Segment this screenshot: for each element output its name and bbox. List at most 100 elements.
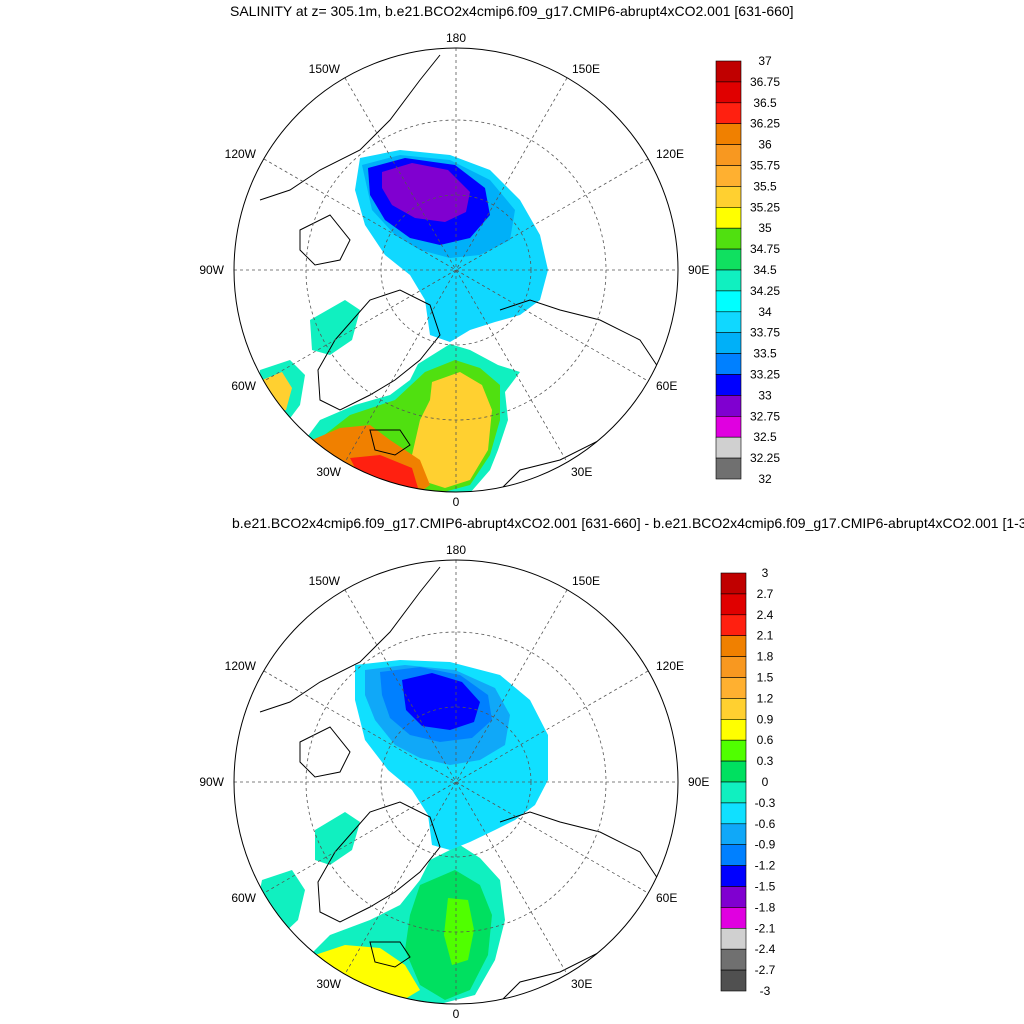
top-field-baffin bbox=[310, 300, 360, 355]
top-lon-label-0: 0 bbox=[453, 495, 460, 509]
top-coast-america bbox=[259, 54, 441, 201]
colorbar-level-label: 33.75 bbox=[750, 326, 780, 340]
colorbar-swatch bbox=[715, 415, 742, 438]
bottom-coast-archipelago bbox=[299, 726, 351, 778]
colorbar-level-label: 2.7 bbox=[757, 587, 774, 601]
bottom-lon-label-30w: 30W bbox=[316, 977, 341, 991]
bottom-colorbar: 3 2.7 2.4 2.1 1.8 1.5 1.2 0.9 0.6 0.3 0 -0.3 -0.6 -0.… bbox=[720, 566, 776, 998]
top-field-arctic-purple bbox=[382, 163, 470, 222]
colorbar-swatch bbox=[715, 248, 742, 271]
colorbar-swatch bbox=[715, 332, 742, 354]
bottom-lon-label-0: 0 bbox=[453, 1007, 460, 1021]
bottom-lon-label-60w: 60W bbox=[231, 891, 256, 905]
top-lon-label-180: 180 bbox=[446, 31, 466, 45]
bottom-polar-map bbox=[233, 559, 679, 1005]
colorbar-swatch bbox=[715, 144, 742, 166]
colorbar-level-label: -1.2 bbox=[755, 859, 776, 873]
bottom-lon-label-30e: 30E bbox=[571, 977, 592, 991]
colorbar-level-label: 36.25 bbox=[750, 117, 780, 131]
colorbar-swatch bbox=[715, 123, 742, 145]
colorbar-swatch bbox=[720, 844, 747, 866]
colorbar-swatch bbox=[715, 269, 742, 292]
colorbar-level-label: 36.5 bbox=[753, 96, 777, 110]
colorbar-level-label: 1.5 bbox=[757, 671, 774, 685]
top-lon-label-120w: 120W bbox=[225, 147, 257, 161]
colorbar-swatch bbox=[715, 186, 742, 208]
colorbar-level-label: 2.1 bbox=[757, 629, 774, 643]
bottom-map-title: b.e21.BCO2x4cmip6.f09_g17.CMIP6-abrupt4x… bbox=[232, 515, 1024, 531]
colorbar-swatch bbox=[720, 969, 747, 992]
top-lon-label-30w: 30W bbox=[316, 465, 341, 479]
colorbar-swatch bbox=[720, 698, 747, 720]
top-field-atlantic-red bbox=[350, 455, 418, 490]
colorbar-level-label: -2.1 bbox=[755, 921, 776, 935]
colorbar-swatch bbox=[715, 227, 742, 250]
bottom-lon-label-150w: 150W bbox=[309, 574, 341, 588]
colorbar-swatch bbox=[715, 165, 742, 187]
colorbar-level-label: 34 bbox=[758, 305, 772, 319]
colorbar-level-label: 34.5 bbox=[753, 263, 777, 277]
colorbar-swatch bbox=[720, 781, 747, 804]
colorbar-swatch bbox=[715, 290, 742, 313]
colorbar-level-label: 35.75 bbox=[750, 159, 780, 173]
bottom-longitude-labels: 180 0 90W 90E 150W 150E 120W 120E 60W 60… bbox=[199, 543, 709, 1021]
colorbar-swatch bbox=[720, 823, 747, 845]
colorbar-swatch bbox=[720, 886, 747, 908]
colorbar-swatch bbox=[720, 802, 747, 825]
top-lon-label-90w: 90W bbox=[199, 263, 224, 277]
colorbar-level-label: 36 bbox=[758, 138, 772, 152]
colorbar-level-label: 37 bbox=[758, 54, 772, 68]
colorbar-level-label: 36.75 bbox=[750, 75, 780, 89]
top-coast-archipelago bbox=[299, 214, 351, 266]
colorbar-swatch bbox=[715, 457, 742, 480]
colorbar-level-label: 32.75 bbox=[750, 409, 780, 423]
colorbar-level-label: -1.5 bbox=[755, 880, 776, 894]
colorbar-level-label: -2.4 bbox=[755, 942, 776, 956]
bottom-field-atlantic-lightgreen bbox=[444, 898, 474, 965]
colorbar-swatch bbox=[720, 677, 747, 699]
colorbar-level-label: -0.6 bbox=[755, 817, 776, 831]
colorbar-level-label: 33.5 bbox=[753, 347, 777, 361]
bottom-lon-label-90e: 90E bbox=[688, 775, 709, 789]
colorbar-swatch bbox=[715, 436, 742, 459]
colorbar-level-label: 0.3 bbox=[757, 754, 774, 768]
bottom-coast-greenland bbox=[317, 801, 441, 923]
colorbar-swatch bbox=[720, 614, 747, 636]
colorbar-swatch bbox=[715, 353, 742, 375]
colorbar-level-label: 0.6 bbox=[757, 733, 774, 747]
top-longitude-labels: 180 0 90W 90E 150W 150E 120W 120E 60W 60… bbox=[199, 31, 709, 509]
colorbar-swatch bbox=[720, 593, 747, 616]
colorbar-swatch bbox=[720, 718, 747, 741]
colorbar-level-label: 32 bbox=[758, 472, 772, 486]
top-map-title: SALINITY at z= 305.1m, b.e21.BCO2x4cmip6… bbox=[230, 3, 794, 19]
colorbar-level-label: 0 bbox=[762, 775, 769, 789]
colorbar-level-label: 32.5 bbox=[753, 430, 777, 444]
colorbar-level-label: -0.3 bbox=[755, 796, 776, 810]
top-lon-label-150e: 150E bbox=[572, 62, 600, 76]
colorbar-swatch bbox=[720, 948, 747, 971]
colorbar-swatch bbox=[720, 635, 747, 657]
colorbar-level-label: 33.25 bbox=[750, 368, 780, 382]
top-lon-label-90e: 90E bbox=[688, 263, 709, 277]
top-colorbar: 37 36.75 36.5 36.25 36 35.75 35.5 35.25 35 34.75 3… bbox=[715, 54, 780, 486]
bottom-coast-america bbox=[259, 566, 441, 713]
top-polar-map bbox=[233, 47, 679, 493]
colorbar-swatch bbox=[720, 865, 747, 887]
colorbar-level-label: 35.5 bbox=[753, 179, 777, 193]
colorbar-swatch bbox=[720, 656, 747, 678]
bottom-lon-label-150e: 150E bbox=[572, 574, 600, 588]
colorbar-level-label: 33 bbox=[758, 388, 772, 402]
top-lon-label-150w: 150W bbox=[309, 62, 341, 76]
colorbar-swatch bbox=[715, 81, 742, 104]
top-lon-label-60e: 60E bbox=[656, 379, 677, 393]
colorbar-swatch bbox=[715, 207, 742, 229]
colorbar-swatch bbox=[715, 374, 742, 396]
colorbar-level-label: 34.25 bbox=[750, 284, 780, 298]
colorbar-level-label: 34.75 bbox=[750, 242, 780, 256]
colorbar-level-label: 32.25 bbox=[750, 451, 780, 465]
bottom-lon-label-120e: 120E bbox=[656, 659, 684, 673]
colorbar-swatch bbox=[720, 760, 747, 783]
bottom-coast-islands bbox=[369, 941, 411, 968]
bottom-lon-label-120w: 120W bbox=[225, 659, 257, 673]
